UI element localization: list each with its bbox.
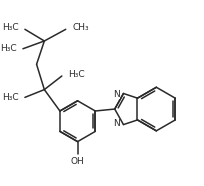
Text: N: N [113, 90, 120, 99]
Text: H₃C: H₃C [2, 93, 19, 102]
Text: H₃C: H₃C [68, 70, 85, 78]
Text: N: N [113, 119, 120, 128]
Text: H₃C: H₃C [0, 44, 17, 53]
Text: OH: OH [71, 157, 84, 166]
Text: CH₃: CH₃ [73, 23, 90, 32]
Text: H₃C: H₃C [2, 23, 19, 32]
